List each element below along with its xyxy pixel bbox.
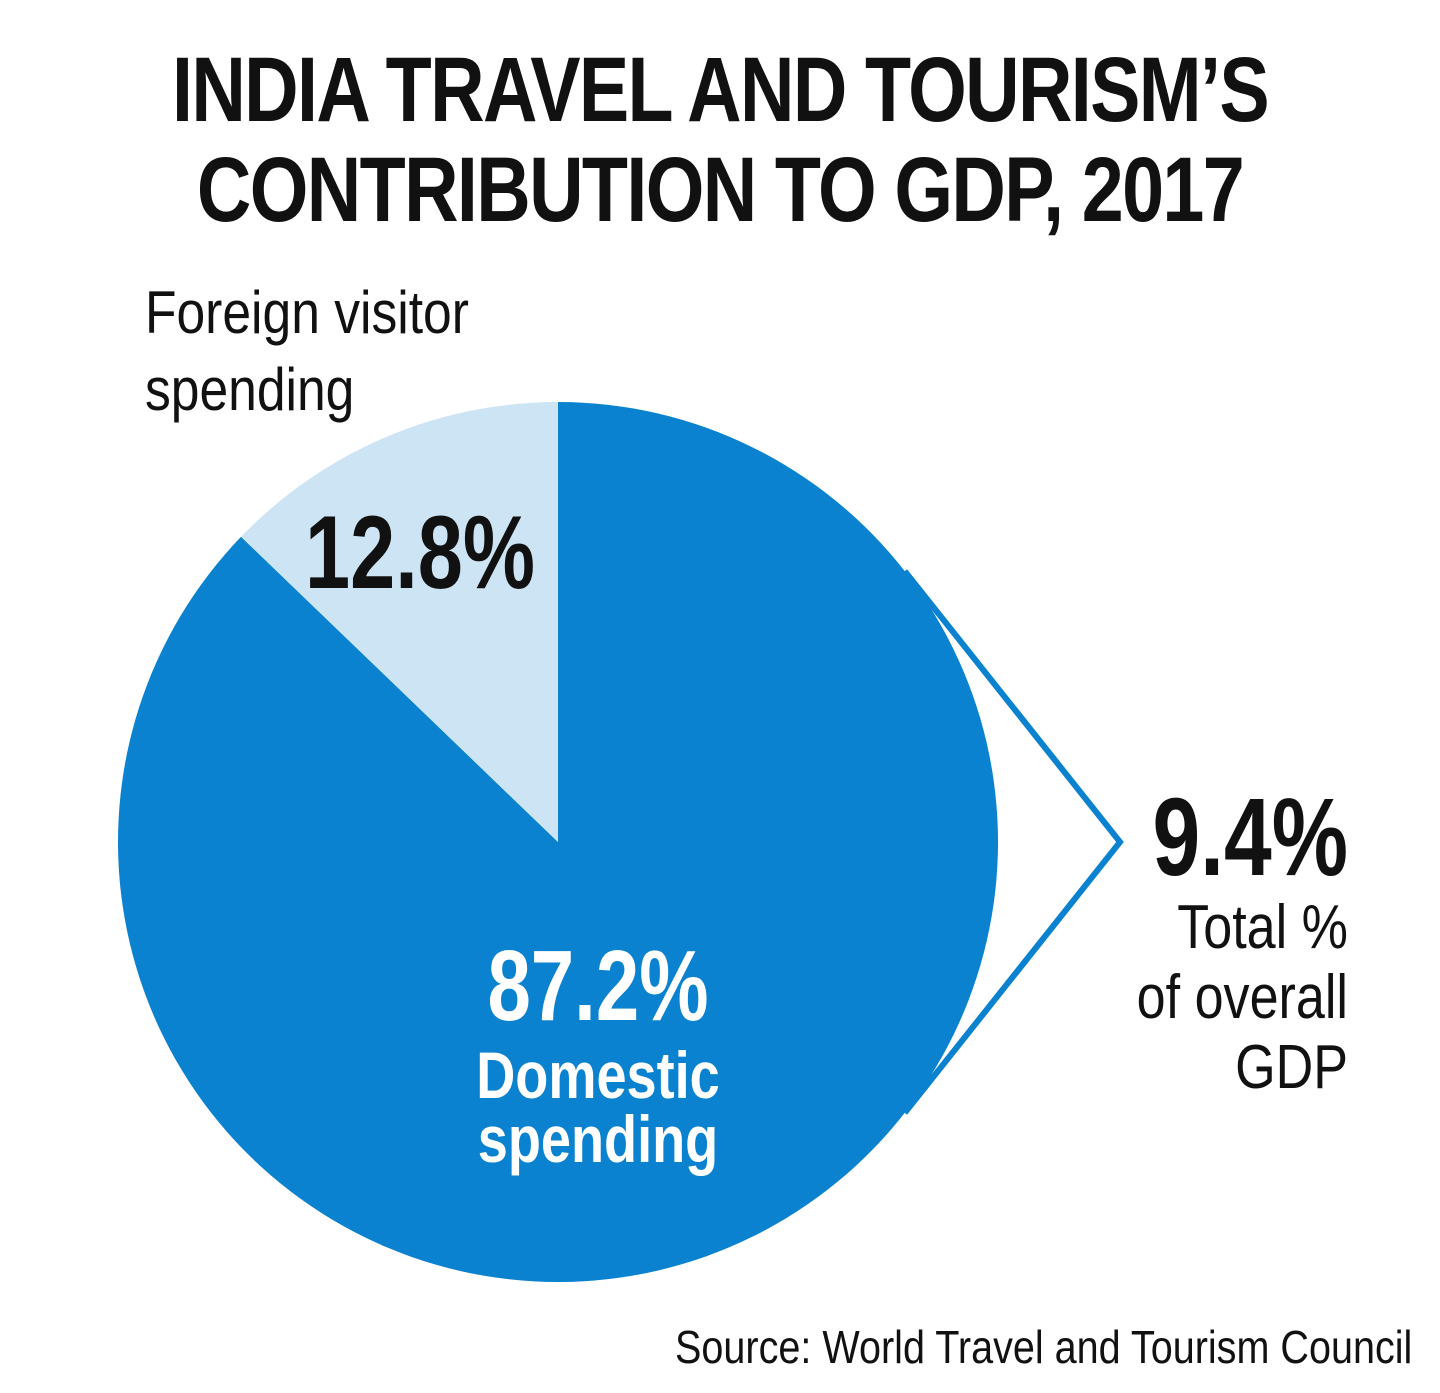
domestic-value-label: 87.2% bbox=[487, 931, 708, 1043]
source-note: Source: World Travel and Tourism Council bbox=[674, 1321, 1412, 1373]
chart-title-line-2: CONTRIBUTION TO GDP, 2017 bbox=[196, 139, 1245, 241]
gdp-callout-bracket bbox=[902, 569, 1124, 1115]
gdp-callout-line-2: of overall bbox=[1137, 963, 1348, 1032]
foreign-visitor-value-label: 12.8% bbox=[305, 494, 535, 610]
domestic-label-line-2: spending bbox=[478, 1102, 719, 1176]
gdp-callout-line-1: Total % bbox=[1177, 893, 1348, 962]
foreign-visitor-label-line-1: Foreign visitor bbox=[145, 278, 469, 346]
pie-labels: Foreign visitor spending 12.8% 87.2% Dom… bbox=[145, 278, 1348, 1176]
pie-slices bbox=[118, 402, 999, 1282]
chart-title: INDIA TRAVEL AND TOURISM’S CONTRIBUTION … bbox=[130, 40, 1311, 240]
chart-title-line-1: INDIA TRAVEL AND TOURISM’S bbox=[171, 39, 1270, 141]
gdp-callout-line-3: GDP bbox=[1235, 1033, 1348, 1102]
gdp-callout-value: 9.4% bbox=[1152, 776, 1348, 899]
pie-slice-foreign-visitor bbox=[241, 402, 558, 842]
foreign-visitor-label-line-2: spending bbox=[145, 355, 354, 423]
domestic-label-line-1: Domestic bbox=[476, 1038, 720, 1112]
